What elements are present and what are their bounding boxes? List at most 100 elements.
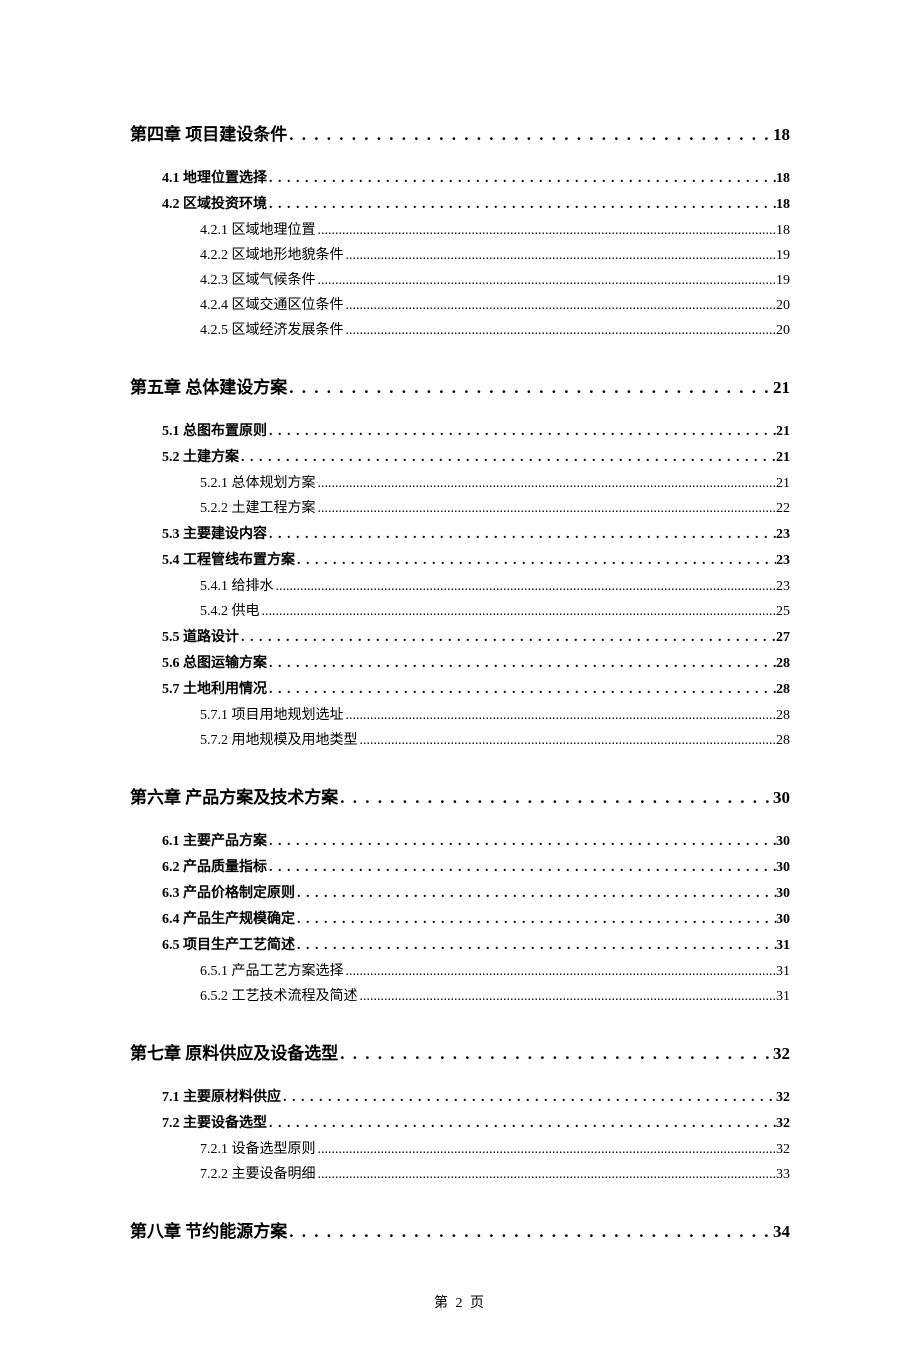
toc-entry-level2: 6.4 产品生产规模确定. . . . . . . . . . . . . . … [162, 908, 790, 928]
toc-entry-level3: 5.4.2 供电................................… [200, 600, 790, 620]
toc-title: 第四章 项目建设条件 [130, 120, 287, 145]
toc-title: 5.7.2 用地规模及用地类型 [200, 729, 358, 749]
toc-page-number: 23 [776, 527, 790, 543]
toc-title: 6.2 产品质量指标 [162, 856, 267, 876]
toc-entry-level2: 4.2 区域投资环境. . . . . . . . . . . . . . . … [162, 193, 790, 213]
toc-title: 5.4.1 给排水 [200, 575, 274, 595]
toc-leader-dots: . . . . . . . . . . . . . . . . . . . . … [338, 788, 773, 808]
toc-page-number: 23 [776, 579, 790, 595]
toc-page-number: 32 [776, 1090, 790, 1106]
toc-title: 4.2.2 区域地形地貌条件 [200, 244, 344, 264]
toc-entry-level3: 4.2.4 区域交通区位条件..........................… [200, 294, 790, 314]
toc-entry-level2: 6.2 产品质量指标. . . . . . . . . . . . . . . … [162, 856, 790, 876]
toc-leader-dots: ........................................… [316, 223, 777, 239]
toc-title: 5.5 道路设计 [162, 626, 239, 646]
toc-page-number: 32 [773, 1044, 790, 1064]
toc-page-number: 28 [776, 733, 790, 749]
toc-leader-dots: ........................................… [274, 579, 777, 595]
toc-entry-level3: 5.2.2 土建工程方案............................… [200, 497, 790, 517]
toc-entry-level2: 5.4 工程管线布置方案. . . . . . . . . . . . . . … [162, 549, 790, 569]
toc-entry-level3: 5.4.1 给排水...............................… [200, 575, 790, 595]
toc-leader-dots: . . . . . . . . . . . . . . . . . . . . … [287, 1222, 773, 1242]
toc-leader-dots: ........................................… [358, 989, 777, 1005]
toc-entry-level3: 4.2.1 区域地理位置............................… [200, 219, 790, 239]
toc-leader-dots: . . . . . . . . . . . . . . . . . . . . … [295, 886, 776, 902]
toc-page-number: 19 [776, 273, 790, 289]
toc-entry-level2: 6.5 项目生产工艺简述. . . . . . . . . . . . . . … [162, 934, 790, 954]
toc-leader-dots: . . . . . . . . . . . . . . . . . . . . … [338, 1044, 773, 1064]
toc-entry-level2: 7.1 主要原材料供应. . . . . . . . . . . . . . .… [162, 1086, 790, 1106]
toc-page-number: 31 [776, 964, 790, 980]
toc-entry-level3: 7.2.2 主要设备明细............................… [200, 1163, 790, 1183]
toc-page-number: 18 [773, 125, 790, 145]
toc-leader-dots: . . . . . . . . . . . . . . . . . . . . … [267, 527, 776, 543]
toc-title: 6.5.1 产品工艺方案选择 [200, 960, 344, 980]
toc-page-number: 22 [776, 501, 790, 517]
toc-title: 5.7.1 项目用地规划选址 [200, 704, 344, 724]
toc-leader-dots: . . . . . . . . . . . . . . . . . . . . … [267, 860, 776, 876]
toc-page-number: 30 [776, 912, 790, 928]
toc-leader-dots: . . . . . . . . . . . . . . . . . . . . … [287, 378, 773, 398]
toc-page-number: 27 [776, 630, 790, 646]
toc-page-number: 20 [776, 298, 790, 314]
toc-title: 4.2.1 区域地理位置 [200, 219, 316, 239]
toc-title: 6.3 产品价格制定原则 [162, 882, 295, 902]
toc-leader-dots: ........................................… [316, 501, 777, 517]
toc-page-number: 25 [776, 604, 790, 620]
toc-entry-level2: 6.3 产品价格制定原则. . . . . . . . . . . . . . … [162, 882, 790, 902]
toc-title: 4.2.5 区域经济发展条件 [200, 319, 344, 339]
toc-entry-level3: 5.2.1 总体规划方案............................… [200, 472, 790, 492]
page-footer: 第 2 页 [130, 1292, 790, 1312]
toc-entry-level2: 5.2 土建方案. . . . . . . . . . . . . . . . … [162, 446, 790, 466]
toc-leader-dots: . . . . . . . . . . . . . . . . . . . . … [267, 1116, 776, 1132]
toc-leader-dots: ........................................… [358, 733, 777, 749]
toc-leader-dots: . . . . . . . . . . . . . . . . . . . . … [267, 424, 776, 440]
toc-title: 6.5 项目生产工艺简述 [162, 934, 295, 954]
toc-entry-level2: 5.1 总图布置原则. . . . . . . . . . . . . . . … [162, 420, 790, 440]
toc-page-number: 33 [776, 1167, 790, 1183]
toc-entry-level3: 4.2.5 区域经济发展条件..........................… [200, 319, 790, 339]
toc-leader-dots: . . . . . . . . . . . . . . . . . . . . … [281, 1090, 776, 1106]
table-of-contents: 第四章 项目建设条件 . . . . . . . . . . . . . . . … [130, 120, 790, 1242]
toc-leader-dots: . . . . . . . . . . . . . . . . . . . . … [295, 912, 776, 928]
toc-entry-level3: 4.2.3 区域气候条件............................… [200, 269, 790, 289]
toc-leader-dots: ........................................… [344, 708, 777, 724]
toc-title: 5.4 工程管线布置方案 [162, 549, 295, 569]
toc-entry-level3: 5.7.1 项目用地规划选址..........................… [200, 704, 790, 724]
toc-leader-dots: . . . . . . . . . . . . . . . . . . . . … [295, 938, 776, 954]
toc-title: 5.2.2 土建工程方案 [200, 497, 316, 517]
toc-page-number: 21 [773, 378, 790, 398]
toc-entry-level2: 5.5 道路设计. . . . . . . . . . . . . . . . … [162, 626, 790, 646]
toc-page-number: 30 [776, 860, 790, 876]
toc-page-number: 30 [776, 886, 790, 902]
toc-leader-dots: ........................................… [344, 964, 777, 980]
toc-entry-level2: 5.6 总图运输方案. . . . . . . . . . . . . . . … [162, 652, 790, 672]
toc-leader-dots: ........................................… [344, 298, 777, 314]
toc-title: 5.2.1 总体规划方案 [200, 472, 316, 492]
toc-page-number: 21 [776, 424, 790, 440]
toc-title: 第五章 总体建设方案 [130, 373, 287, 398]
toc-leader-dots: . . . . . . . . . . . . . . . . . . . . … [295, 553, 776, 569]
toc-entry-level1: 第八章 节约能源方案. . . . . . . . . . . . . . . … [130, 1217, 790, 1242]
toc-entry-level1: 第四章 项目建设条件. . . . . . . . . . . . . . . … [130, 120, 790, 145]
toc-entry-level2: 7.2 主要设备选型. . . . . . . . . . . . . . . … [162, 1112, 790, 1132]
toc-page-number: 21 [776, 450, 790, 466]
toc-title: 7.2.2 主要设备明细 [200, 1163, 316, 1183]
toc-leader-dots: . . . . . . . . . . . . . . . . . . . . … [267, 197, 776, 213]
toc-page-number: 23 [776, 553, 790, 569]
toc-leader-dots: ........................................… [344, 323, 777, 339]
toc-page-number: 28 [776, 656, 790, 672]
toc-title: 6.5.2 工艺技术流程及简述 [200, 985, 358, 1005]
toc-title: 4.2.3 区域气候条件 [200, 269, 316, 289]
toc-title: 6.1 主要产品方案 [162, 830, 267, 850]
toc-entry-level1: 第六章 产品方案及技术方案. . . . . . . . . . . . . .… [130, 783, 790, 808]
toc-page-number: 30 [773, 788, 790, 808]
toc-entry-level3: 5.7.2 用地规模及用地类型.........................… [200, 729, 790, 749]
toc-page-number: 20 [776, 323, 790, 339]
toc-leader-dots: . . . . . . . . . . . . . . . . . . . . … [267, 834, 776, 850]
toc-leader-dots: . . . . . . . . . . . . . . . . . . . . … [239, 450, 776, 466]
toc-page-number: 30 [776, 834, 790, 850]
toc-entry-level3: 7.2.1 设备选型原则............................… [200, 1138, 790, 1158]
toc-leader-dots: ........................................… [316, 273, 777, 289]
toc-leader-dots: . . . . . . . . . . . . . . . . . . . . … [267, 682, 776, 698]
